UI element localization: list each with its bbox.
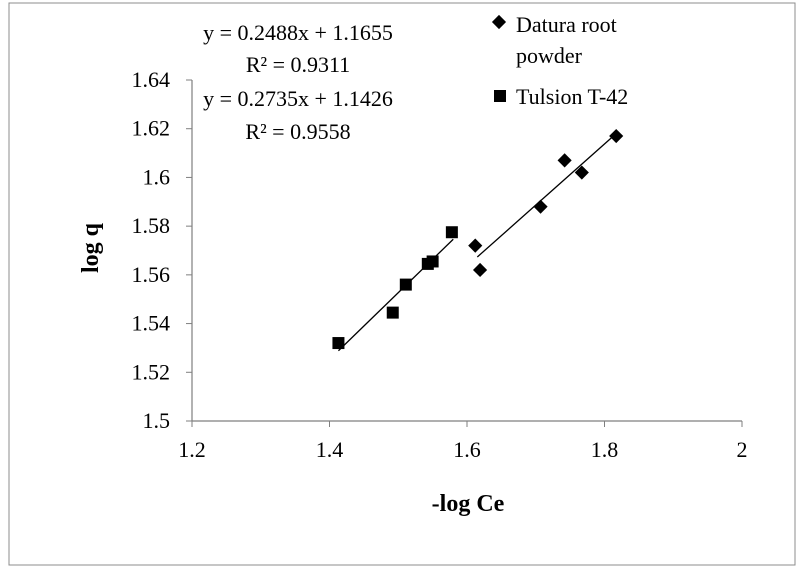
y-tick-label: 1.62 xyxy=(132,116,171,141)
data-point-datura xyxy=(468,238,483,253)
data-point-tulsion xyxy=(426,255,439,268)
legend-marker-datura xyxy=(491,14,507,30)
data-point-tulsion xyxy=(332,337,345,350)
trendline-equation-tulsion: y = 0.2735x + 1.1426 xyxy=(203,86,393,111)
y-tick-label: 1.6 xyxy=(143,164,171,189)
y-axis-title: log q xyxy=(78,222,104,273)
y-tick-label: 1.56 xyxy=(132,262,171,287)
x-tick-label: 1.2 xyxy=(178,437,206,462)
trendline-r2-tulsion: R² = 0.9558 xyxy=(245,119,350,144)
legend-marker-tulsion xyxy=(494,90,506,102)
data-point-datura xyxy=(609,128,624,144)
x-tick-label: 1.8 xyxy=(591,437,619,462)
data-point-tulsion xyxy=(386,306,399,319)
x-tick-label: 1.6 xyxy=(453,437,481,462)
x-tick-label: 2 xyxy=(737,437,748,462)
trendline-datura xyxy=(476,131,619,258)
y-tick-label: 1.54 xyxy=(132,311,171,336)
data-point-datura xyxy=(557,153,572,168)
data-point-tulsion xyxy=(399,278,412,291)
legend-label-tulsion: Tulsion T-42 xyxy=(516,84,628,109)
data-point-datura xyxy=(472,262,488,278)
legend-label-datura-line1: Datura root xyxy=(516,12,617,37)
y-tick-label: 1.58 xyxy=(132,213,171,238)
x-tick-label: 1.4 xyxy=(316,437,344,462)
trendline-equation-datura: y = 0.2488x + 1.1655 xyxy=(203,20,393,45)
legend: Datura root powder Tulsion T-42 xyxy=(491,12,628,109)
data-point-tulsion xyxy=(445,226,458,239)
y-tick-label: 1.52 xyxy=(132,359,171,384)
legend-label-datura-line2: powder xyxy=(516,43,583,68)
trendline-r2-datura: R² = 0.9311 xyxy=(246,52,350,77)
data-point-datura xyxy=(533,199,548,214)
data-point-datura xyxy=(574,165,589,180)
y-tick-label: 1.5 xyxy=(143,408,171,433)
y-tick-label: 1.64 xyxy=(132,67,171,92)
x-axis-title: -log Ce xyxy=(432,491,505,517)
